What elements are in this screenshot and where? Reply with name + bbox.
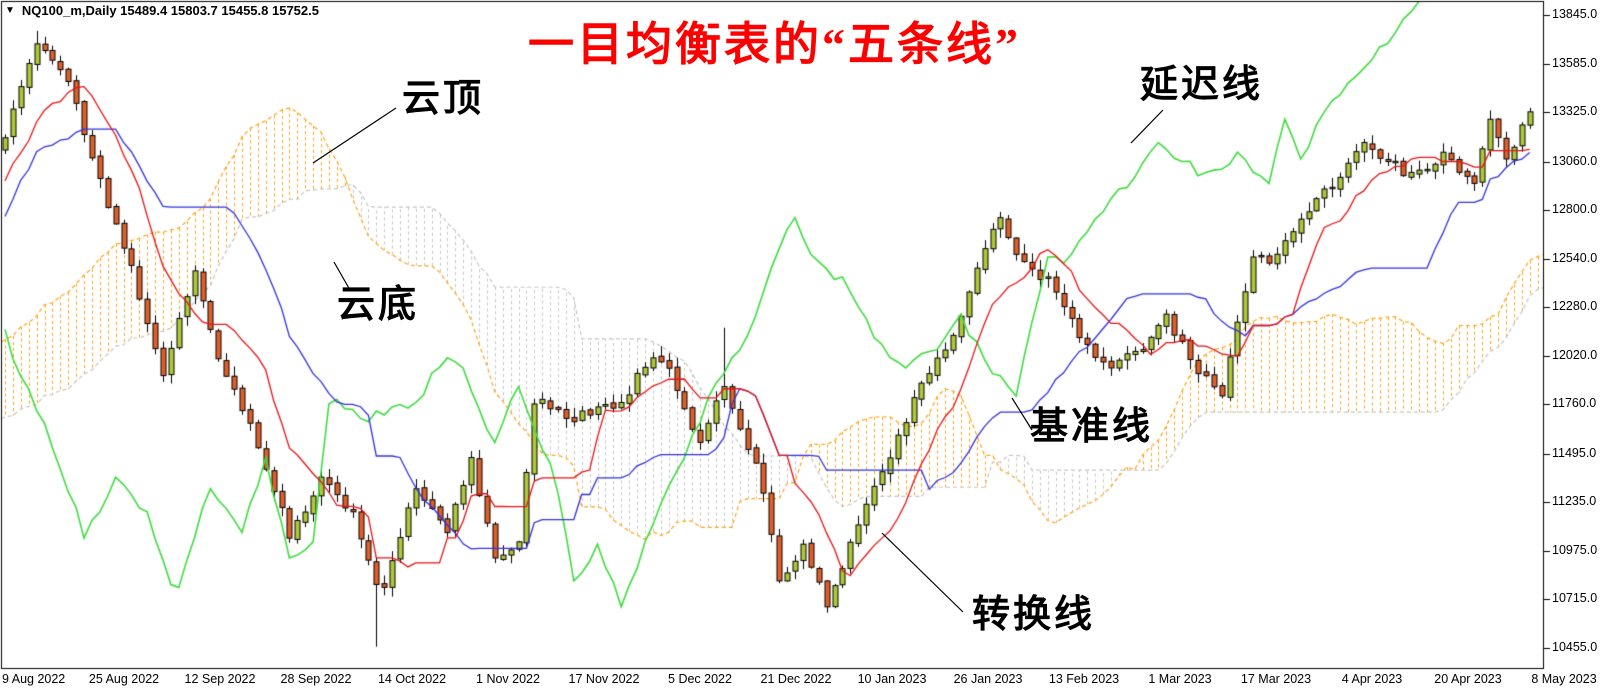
x-axis-label: 1 Nov 2022 xyxy=(476,672,540,686)
y-axis-label: 11235.0 xyxy=(1552,494,1597,509)
annotation-conversion-line: 转换线 xyxy=(972,594,1096,636)
annotation-lagging-line: 延迟线 xyxy=(1140,64,1264,106)
x-axis-label: 5 Dec 2022 xyxy=(668,672,732,686)
x-axis-label: 17 Nov 2022 xyxy=(568,672,640,686)
y-axis-label: 11495.0 xyxy=(1552,445,1597,460)
x-axis-label: 20 Apr 2023 xyxy=(1434,672,1502,686)
annotation-base-line: 基准线 xyxy=(1030,406,1154,448)
y-axis-label: 10455.0 xyxy=(1552,640,1598,654)
x-axis-label: 9 Aug 2022 xyxy=(2,672,66,686)
y-axis-label: 12020.0 xyxy=(1552,347,1598,362)
annotation-cloud-bottom: 云底 xyxy=(337,284,420,326)
x-axis-label: 10 Jan 2023 xyxy=(857,672,927,686)
x-axis-label: 12 Sep 2022 xyxy=(184,672,256,686)
x-axis-label: 13 Feb 2023 xyxy=(1048,672,1120,686)
x-axis-label: 21 Dec 2022 xyxy=(760,672,832,686)
y-axis-label: 13325.0 xyxy=(1552,104,1598,119)
x-axis-label: 17 Mar 2023 xyxy=(1240,672,1312,686)
symbol-quote-bar: ▼ NQ100_m,Daily 15489.4 15803.7 15455.8 … xyxy=(5,3,319,18)
y-axis-label: 12800.0 xyxy=(1552,202,1598,217)
x-axis-label: 26 Jan 2023 xyxy=(953,672,1023,686)
y-axis-label: 10975.0 xyxy=(1552,542,1598,557)
y-axis-label: 12540.0 xyxy=(1552,250,1598,265)
y-axis-label: 10715.0 xyxy=(1552,591,1598,606)
x-axis-label: 4 Apr 2023 xyxy=(1341,672,1403,686)
chart-title: 一目均衡表的“五条线” xyxy=(528,19,1021,70)
y-axis-label: 11760.0 xyxy=(1552,396,1597,411)
x-axis-label: 1 Mar 2023 xyxy=(1148,672,1212,686)
symbol-dropdown-icon[interactable]: ▼ xyxy=(5,5,15,16)
annotation-cloud-top: 云顶 xyxy=(402,78,485,120)
x-axis-label: 28 Sep 2022 xyxy=(280,672,352,686)
x-axis-label: 8 May 2023 xyxy=(1531,672,1597,686)
y-axis-label: 13845.0 xyxy=(1552,7,1598,21)
x-axis-label: 14 Oct 2022 xyxy=(377,672,447,686)
y-axis-label: 13585.0 xyxy=(1552,55,1598,70)
y-axis-label: 13060.0 xyxy=(1552,153,1598,168)
y-axis-label: 12280.0 xyxy=(1552,299,1598,314)
x-axis-label: 25 Aug 2022 xyxy=(88,672,160,686)
symbol-quote-text: NQ100_m,Daily 15489.4 15803.7 15455.8 15… xyxy=(21,3,319,18)
